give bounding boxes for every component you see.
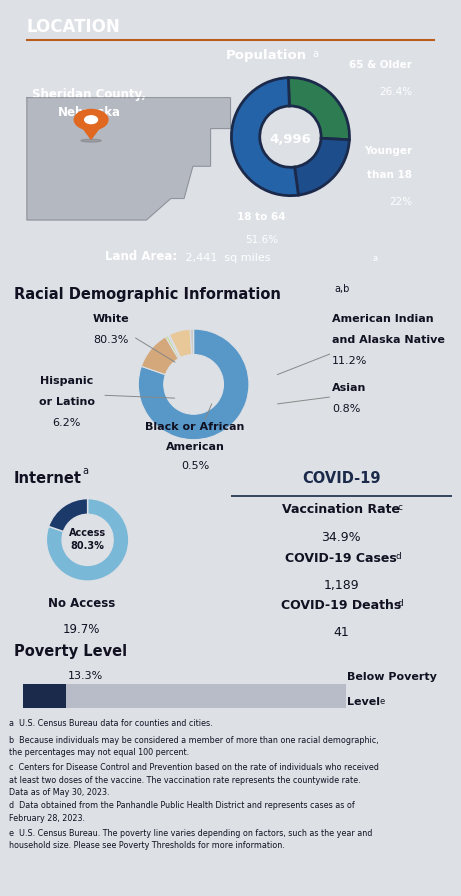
Wedge shape: [231, 78, 298, 195]
Text: American Indian: American Indian: [332, 314, 434, 324]
Bar: [23, 684, 346, 708]
Text: 0.8%: 0.8%: [332, 404, 361, 414]
Text: LOCATION: LOCATION: [27, 19, 121, 37]
Wedge shape: [289, 78, 349, 140]
Text: e: e: [380, 697, 385, 706]
Text: a  U.S. Census Bureau data for counties and cities.: a U.S. Census Bureau data for counties a…: [9, 719, 213, 728]
Text: 41: 41: [333, 626, 349, 640]
Text: Land Area:: Land Area:: [105, 250, 177, 263]
Text: c  Centers for Disease Control and Prevention based on the rate of individuals w: c Centers for Disease Control and Preven…: [9, 763, 379, 797]
Text: c: c: [397, 503, 402, 512]
Text: White: White: [93, 314, 130, 324]
Wedge shape: [138, 329, 249, 440]
Text: 65 & Older: 65 & Older: [349, 60, 412, 70]
Text: a: a: [372, 254, 377, 263]
Text: Poverty Level: Poverty Level: [14, 644, 127, 659]
Text: 22%: 22%: [389, 197, 412, 207]
Text: 13.3%: 13.3%: [68, 671, 103, 681]
Text: e  U.S. Census Bureau. The poverty line varies depending on factors, such as the: e U.S. Census Bureau. The poverty line v…: [9, 829, 372, 850]
Text: 34.9%: 34.9%: [321, 531, 361, 544]
Wedge shape: [165, 335, 180, 358]
Circle shape: [74, 109, 108, 130]
Wedge shape: [295, 138, 349, 195]
Text: 4,996: 4,996: [270, 134, 311, 146]
Wedge shape: [142, 337, 178, 375]
Text: No Access: No Access: [48, 598, 115, 610]
Text: a: a: [83, 466, 89, 476]
Wedge shape: [49, 498, 88, 531]
Text: than 18: than 18: [367, 170, 412, 180]
Text: 80.3%: 80.3%: [93, 335, 129, 345]
Text: Younger: Younger: [364, 146, 412, 156]
Wedge shape: [168, 334, 181, 358]
Ellipse shape: [81, 139, 101, 142]
Text: d: d: [396, 552, 401, 561]
Text: Below Poverty: Below Poverty: [347, 672, 437, 682]
Text: a: a: [313, 49, 319, 59]
Text: COVID-19 Deaths: COVID-19 Deaths: [281, 599, 401, 612]
Text: Vaccination Rate: Vaccination Rate: [282, 503, 400, 516]
Text: d  Data obtained from the Panhandle Public Health District and represents cases : d Data obtained from the Panhandle Publi…: [9, 801, 355, 823]
Text: Black or African: Black or African: [145, 422, 245, 432]
Wedge shape: [47, 498, 129, 582]
Text: or Latino: or Latino: [39, 397, 95, 407]
Text: 0.5%: 0.5%: [181, 461, 209, 471]
Text: COVID-19 Cases: COVID-19 Cases: [285, 552, 397, 565]
Text: and Alaska Native: and Alaska Native: [332, 335, 445, 345]
Text: American: American: [165, 442, 225, 452]
Text: Access
80.3%: Access 80.3%: [69, 529, 106, 551]
Text: d: d: [397, 599, 403, 607]
Text: 19.7%: 19.7%: [63, 623, 100, 636]
Text: 1,189: 1,189: [323, 579, 359, 591]
Text: Racial Demographic Information: Racial Demographic Information: [14, 288, 281, 302]
Text: Hispanic: Hispanic: [40, 375, 94, 385]
Text: Internet: Internet: [13, 471, 82, 486]
Wedge shape: [170, 329, 192, 358]
Text: Level: Level: [347, 697, 380, 707]
Text: Population: Population: [225, 49, 307, 63]
Text: a,b: a,b: [335, 284, 350, 294]
Polygon shape: [27, 98, 230, 220]
Text: 2,441  sq miles: 2,441 sq miles: [182, 253, 270, 263]
Bar: [23, 684, 66, 708]
Text: b  Because individuals may be considered a member of more than one racial demogr: b Because individuals may be considered …: [9, 736, 379, 757]
Text: 6.2%: 6.2%: [53, 418, 81, 427]
Text: 18 to 64: 18 to 64: [237, 212, 286, 222]
Wedge shape: [190, 329, 194, 355]
Text: Asian: Asian: [332, 383, 366, 393]
Text: COVID-19: COVID-19: [302, 471, 380, 486]
Polygon shape: [77, 120, 106, 139]
Text: Sheridan County,
Nebraska: Sheridan County, Nebraska: [32, 88, 146, 118]
Text: 26.4%: 26.4%: [379, 87, 412, 97]
Text: 11.2%: 11.2%: [332, 356, 368, 366]
Circle shape: [85, 116, 97, 124]
Text: 51.6%: 51.6%: [245, 235, 278, 245]
